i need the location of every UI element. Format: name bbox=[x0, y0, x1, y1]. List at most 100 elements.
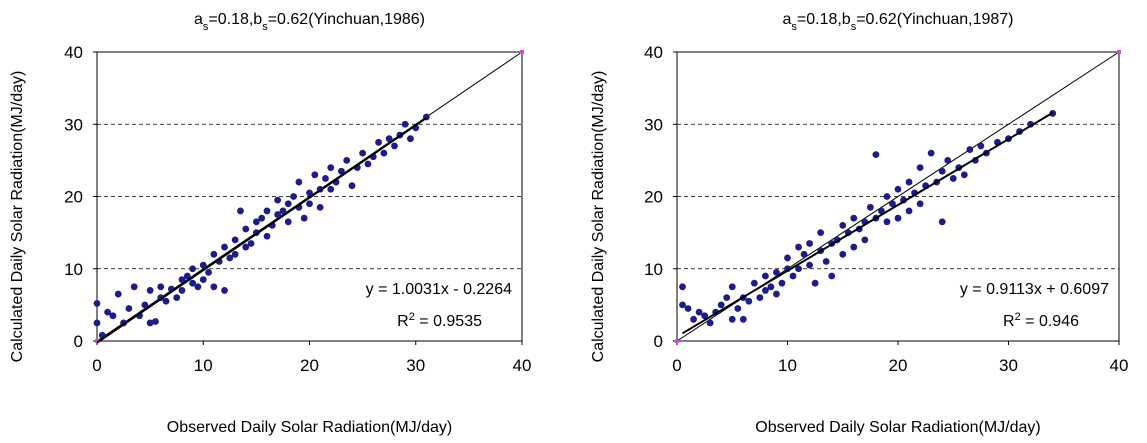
data-point bbox=[284, 200, 292, 208]
y-axis-label: Calculated Daily Solar Radiation(MJ/day) bbox=[590, 71, 607, 363]
x-tick-label: 40 bbox=[1110, 356, 1129, 375]
regression-line bbox=[682, 111, 1054, 335]
data-point bbox=[739, 315, 747, 323]
data-point bbox=[162, 297, 170, 305]
data-point bbox=[684, 305, 692, 312]
data-point bbox=[141, 301, 149, 309]
data-point bbox=[784, 254, 791, 262]
data-point bbox=[348, 182, 356, 190]
chart-title: as=0.18,bs=0.62(Yinchuan,1987) bbox=[782, 11, 1013, 33]
data-point bbox=[817, 229, 825, 237]
data-point bbox=[295, 178, 303, 186]
chart-title-part: =0.18,b bbox=[797, 11, 851, 28]
data-point bbox=[872, 151, 880, 158]
y-tick-label: 10 bbox=[64, 260, 83, 279]
data-point bbox=[178, 276, 186, 283]
data-point bbox=[205, 268, 212, 276]
data-point bbox=[977, 142, 985, 150]
x-tick-label: 20 bbox=[889, 356, 908, 375]
data-point bbox=[380, 149, 388, 157]
y-tick-label: 20 bbox=[64, 188, 83, 207]
chart-title-part: s bbox=[262, 21, 268, 33]
data-point bbox=[109, 312, 117, 320]
data-point bbox=[279, 207, 287, 215]
data-point bbox=[252, 218, 260, 226]
data-point bbox=[226, 254, 234, 262]
data-point bbox=[375, 138, 382, 146]
r-squared-part: = 0.9535 bbox=[415, 313, 482, 330]
x-tick-label: 10 bbox=[194, 356, 213, 375]
data-point bbox=[756, 294, 764, 302]
data-point bbox=[221, 287, 228, 294]
chart-title-part: a bbox=[194, 11, 203, 28]
data-point bbox=[311, 171, 319, 179]
data-point bbox=[949, 175, 957, 182]
data-point bbox=[905, 207, 913, 215]
data-point bbox=[130, 283, 138, 291]
data-point bbox=[242, 243, 250, 251]
data-point bbox=[290, 193, 297, 200]
data-point bbox=[93, 319, 101, 327]
data-point bbox=[189, 279, 197, 287]
y-tick-label: 40 bbox=[644, 43, 663, 62]
data-point bbox=[883, 193, 891, 200]
r-squared: R2 = 0.9535 bbox=[397, 311, 482, 330]
r-squared-part: R bbox=[397, 313, 409, 330]
chart-title-part: a bbox=[782, 11, 791, 28]
equation: y = 0.9113x + 0.6097 bbox=[960, 281, 1109, 298]
data-point bbox=[966, 146, 974, 153]
data-point bbox=[104, 308, 112, 316]
data-point bbox=[125, 305, 133, 312]
data-point bbox=[762, 272, 769, 280]
y-tick-label: 40 bbox=[64, 43, 83, 62]
data-point bbox=[773, 290, 780, 298]
data-point bbox=[695, 308, 703, 316]
data-point bbox=[146, 287, 154, 294]
y-tick-label: 30 bbox=[64, 115, 83, 134]
data-point bbox=[773, 268, 780, 276]
data-point bbox=[178, 287, 186, 294]
data-point bbox=[850, 243, 858, 251]
data-point bbox=[828, 272, 836, 280]
data-point bbox=[199, 261, 207, 269]
data-point bbox=[93, 300, 101, 307]
data-point bbox=[306, 200, 313, 208]
equation: y = 1.0031x - 0.2264 bbox=[366, 281, 512, 298]
data-point bbox=[263, 207, 271, 215]
chart-title-part: =0.18,b bbox=[208, 11, 262, 28]
chart-title-part: =0.62(Yinchuan,1986) bbox=[268, 11, 425, 28]
data-point bbox=[247, 240, 255, 247]
r-squared-part: 2 bbox=[409, 311, 415, 323]
data-point bbox=[306, 189, 313, 197]
data-point bbox=[905, 178, 913, 186]
data-point bbox=[300, 214, 308, 222]
corner-marker bbox=[95, 339, 99, 343]
data-point bbox=[728, 283, 736, 291]
data-point bbox=[706, 319, 714, 327]
corner-marker bbox=[675, 339, 679, 343]
data-point bbox=[889, 200, 896, 208]
data-point bbox=[866, 203, 874, 211]
y-tick-label: 20 bbox=[644, 188, 663, 207]
data-point bbox=[364, 160, 372, 168]
data-point bbox=[231, 236, 239, 244]
corner-marker bbox=[1117, 50, 1121, 54]
data-point bbox=[839, 250, 847, 258]
data-point bbox=[327, 185, 335, 193]
data-point bbox=[327, 164, 335, 172]
plot-frame bbox=[96, 51, 523, 342]
data-point bbox=[274, 211, 282, 218]
y-axis-label: Calculated Daily Solar Radiation(MJ/day) bbox=[9, 71, 26, 363]
data-point bbox=[861, 236, 869, 244]
data-point bbox=[284, 218, 292, 226]
data-point bbox=[927, 149, 935, 157]
data-point bbox=[679, 283, 686, 291]
data-point bbox=[938, 167, 946, 175]
x-tick-label: 20 bbox=[300, 356, 319, 375]
chart-title-part: =0.62(Yinchuan,1987) bbox=[856, 11, 1013, 28]
chart-title-part: s bbox=[791, 21, 797, 33]
data-point bbox=[146, 319, 154, 327]
data-point bbox=[242, 225, 250, 233]
data-point bbox=[258, 214, 266, 222]
x-axis-label: Observed Daily Solar Radiation(MJ/day) bbox=[167, 419, 452, 436]
